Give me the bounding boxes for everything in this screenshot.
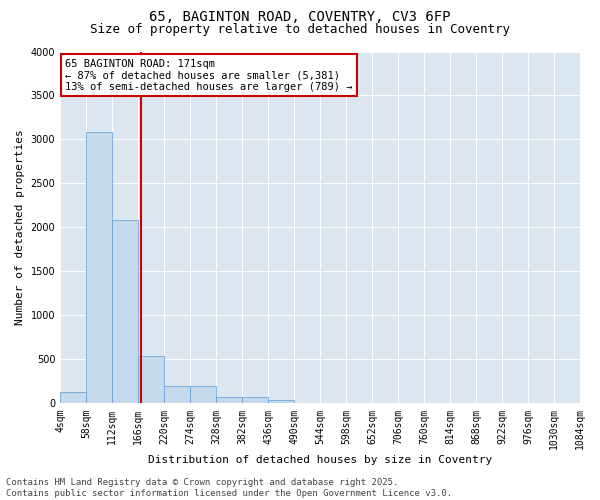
Text: Contains HM Land Registry data © Crown copyright and database right 2025.
Contai: Contains HM Land Registry data © Crown c… <box>6 478 452 498</box>
Y-axis label: Number of detached properties: Number of detached properties <box>15 130 25 326</box>
Bar <box>242 397 268 404</box>
Bar <box>86 132 112 404</box>
Bar <box>190 386 216 404</box>
Text: 65, BAGINTON ROAD, COVENTRY, CV3 6FP: 65, BAGINTON ROAD, COVENTRY, CV3 6FP <box>149 10 451 24</box>
Bar <box>164 386 190 404</box>
Bar <box>60 392 86 404</box>
Bar <box>216 397 242 404</box>
X-axis label: Distribution of detached houses by size in Coventry: Distribution of detached houses by size … <box>148 455 492 465</box>
Bar <box>112 220 138 404</box>
Bar <box>268 400 294 404</box>
Bar <box>138 356 164 404</box>
Text: Size of property relative to detached houses in Coventry: Size of property relative to detached ho… <box>90 22 510 36</box>
Text: 65 BAGINTON ROAD: 171sqm
← 87% of detached houses are smaller (5,381)
13% of sem: 65 BAGINTON ROAD: 171sqm ← 87% of detach… <box>65 58 353 92</box>
